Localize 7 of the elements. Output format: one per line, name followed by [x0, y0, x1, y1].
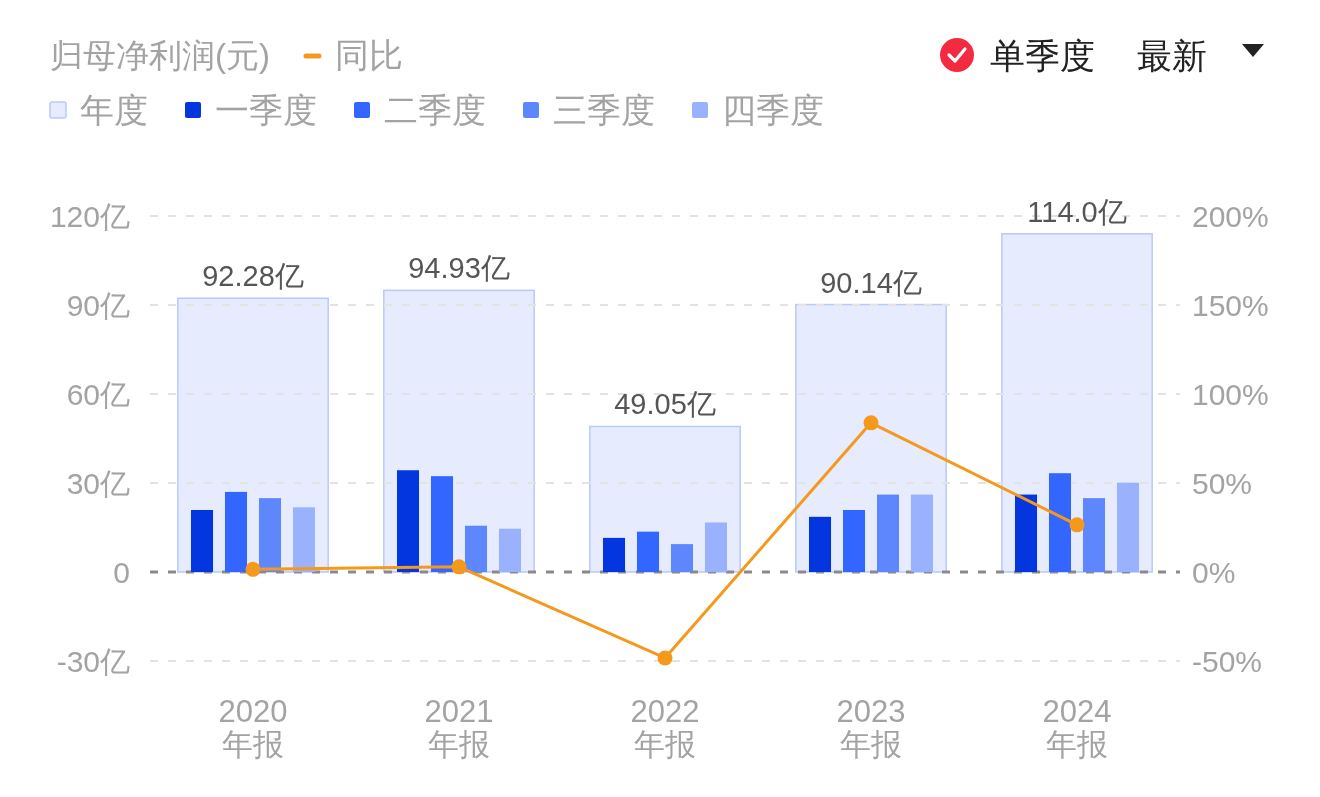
legend-label: 同比 — [334, 36, 403, 74]
legend-label: 年度 — [80, 91, 148, 129]
legend-label: 二季度 — [384, 91, 486, 129]
legend-label: 四季度 — [722, 91, 824, 129]
title: 归母净利润(元) — [50, 36, 270, 74]
legend-label: 一季度 — [215, 91, 317, 129]
legend-label: 三季度 — [553, 91, 655, 129]
